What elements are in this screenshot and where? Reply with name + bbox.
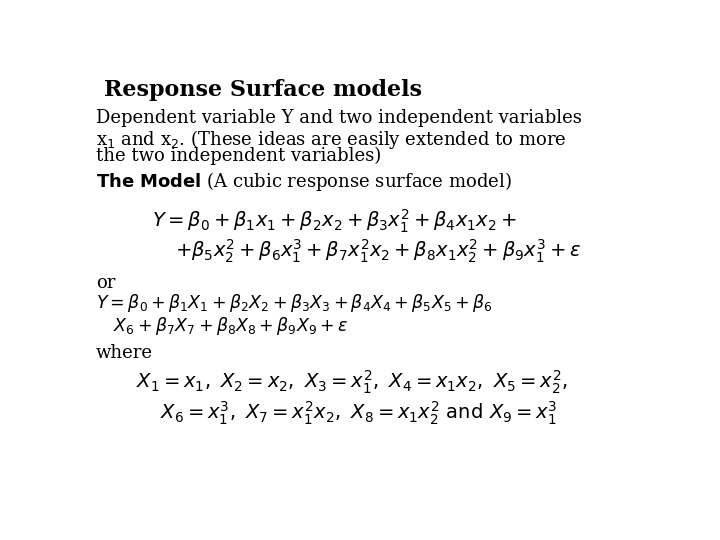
Text: $X_6 + \beta_7 X_7 + \beta_8 X_8 + \beta_9 X_9 + \varepsilon$: $X_6 + \beta_7 X_7 + \beta_8 X_8 + \beta… [113,315,348,337]
Text: $\mathbf{The\ Model}$ (A cubic response surface model): $\mathbf{The\ Model}$ (A cubic response … [96,170,512,193]
Text: $+ \beta_5 x_2^2 + \beta_6 x_1^3 + \beta_7 x_1^2 x_2 + \beta_8 x_1 x_2^2 + \beta: $+ \beta_5 x_2^2 + \beta_6 x_1^3 + \beta… [175,238,582,266]
Text: the two independent variables): the two independent variables) [96,146,382,165]
Text: $X_6 = x_1^3,\ X_7 = x_1^2 x_2,\ X_8 = x_1 x_2^2\ \mathrm{and}\ X_9 = x_1^3$: $X_6 = x_1^3,\ X_7 = x_1^2 x_2,\ X_8 = x… [160,400,557,427]
Text: x$_1$ and x$_2$. (These ideas are easily extended to more: x$_1$ and x$_2$. (These ideas are easily… [96,128,567,151]
Text: $Y = \beta_0 + \beta_1 X_1 + \beta_2 X_2 + \beta_3 X_3 + \beta_4 X_4 + \beta_5 X: $Y = \beta_0 + \beta_1 X_1 + \beta_2 X_2… [96,292,493,314]
Text: Dependent variable Y and two independent variables: Dependent variable Y and two independent… [96,110,582,127]
Text: $Y = \beta_0 + \beta_1 x_1 + \beta_2 x_2 + \beta_3 x_1^2 + \beta_4 x_1 x_2 +$: $Y = \beta_0 + \beta_1 x_1 + \beta_2 x_2… [152,207,517,235]
Text: where: where [96,343,153,362]
Text: or: or [96,274,116,292]
Text: Response Surface models: Response Surface models [104,79,422,100]
Text: $X_1 = x_1,\ X_2 = x_2,\ X_3 = x_1^2,\ X_4 = x_1 x_2,\ X_5 = x_2^2,$: $X_1 = x_1,\ X_2 = x_2,\ X_3 = x_1^2,\ X… [137,369,568,396]
